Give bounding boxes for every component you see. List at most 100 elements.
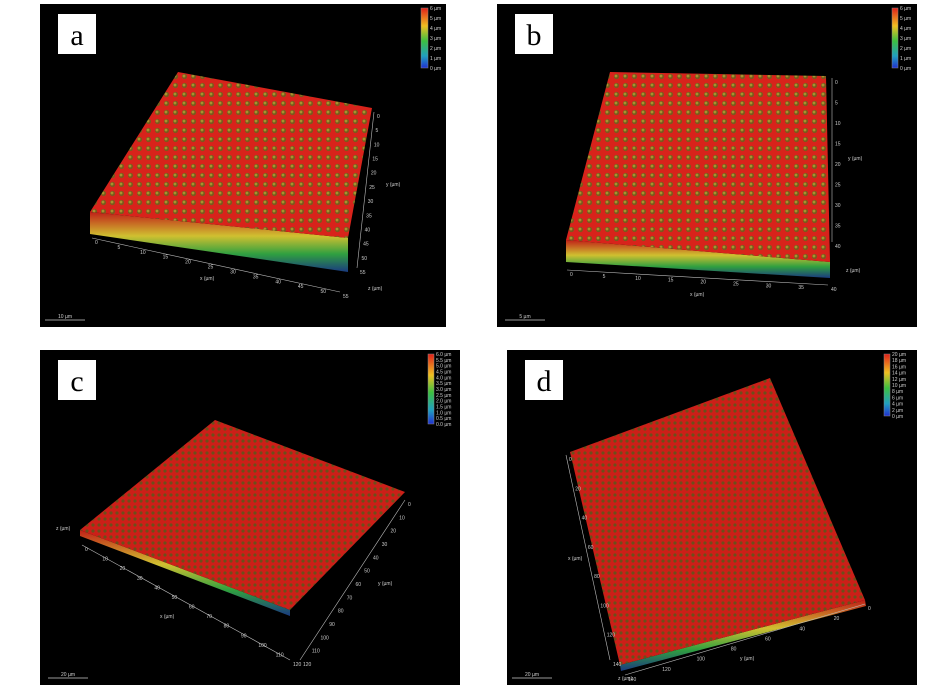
y-tick-label: 10 — [835, 121, 841, 127]
surface — [90, 72, 372, 238]
y-tick-label: 5 — [835, 101, 838, 107]
y-tick-label: 0 — [377, 114, 380, 120]
x-tick-label: 70 — [206, 614, 212, 620]
label-box — [515, 14, 553, 54]
y-tick-label: 0 — [835, 80, 838, 86]
y-tick-label: 0 — [408, 502, 411, 508]
y-tick-label: 30 — [835, 203, 841, 209]
x-tick-label: 25 — [733, 281, 739, 287]
colorbar — [420, 7, 429, 69]
x-tick-label: 0 — [569, 457, 572, 463]
colorbar-label: 0 µm — [900, 66, 911, 72]
x-tick-label: 20 — [120, 566, 126, 572]
y-tick-label: 110 — [312, 649, 320, 655]
colorbar-label: 0.0 µm — [436, 422, 451, 428]
x-tick-label: 25 — [208, 265, 214, 271]
axis-line — [565, 454, 611, 661]
y-tick-label: 30 — [368, 199, 374, 205]
x-axis-title: x (µm) — [200, 276, 215, 282]
x-tick-label: 60 — [588, 545, 594, 551]
panel-label: b — [527, 19, 542, 52]
colorbar-label: 0.5 µm — [436, 416, 451, 422]
panel-label: d — [537, 365, 552, 398]
colorbar-label: 2.0 µm — [436, 399, 451, 405]
scale-bar-label: 20 µm — [525, 672, 539, 678]
x-tick-label: 100 — [600, 603, 609, 609]
y-tick-label: 15 — [372, 157, 378, 163]
axis-line — [299, 499, 406, 661]
colorbar-label: 5 µm — [430, 16, 441, 22]
colorbar-label: 1 µm — [430, 56, 441, 62]
x-tick-label: 15 — [668, 278, 674, 284]
x-tick-label: 100 — [258, 643, 267, 649]
colorbar-label: 14 µm — [892, 371, 906, 377]
y-tick-label: 10 — [374, 142, 380, 148]
surface-side — [620, 600, 866, 671]
y-tick-label: 10 — [399, 515, 405, 521]
y-tick-label: 20 — [834, 616, 840, 622]
x-tick-label: 10 — [635, 276, 641, 282]
colorbar-label: 5.0 µm — [436, 364, 451, 370]
x-tick-label: 140 — [613, 662, 622, 668]
label-box — [525, 360, 563, 400]
x-tick-label: 60 — [189, 605, 195, 611]
y-tick-label: 100 — [697, 657, 706, 663]
colorbar-label: 1.5 µm — [436, 405, 451, 411]
x-tick-label: 40 — [275, 279, 281, 285]
colorbar-label: 6 µm — [900, 6, 911, 12]
y-tick-label: 50 — [362, 256, 368, 262]
colorbar-label: 2 µm — [900, 46, 911, 52]
surface-side — [80, 530, 290, 616]
x-tick-label: 50 — [320, 289, 326, 295]
colorbar-label: 6 µm — [892, 395, 903, 401]
y-tick-label: 50 — [364, 569, 370, 575]
colorbar-label: 3 µm — [900, 36, 911, 42]
x-axis-title: x (µm) — [690, 292, 705, 298]
y-tick-label: 40 — [365, 227, 371, 233]
scale-bar-label: 5 µm — [519, 314, 530, 320]
colorbar-label: 4.0 µm — [436, 375, 451, 381]
y-axis-title: y (µm) — [378, 581, 393, 587]
colorbar-label: 2.5 µm — [436, 393, 451, 399]
colorbar-label: 5.5 µm — [436, 358, 451, 364]
x-tick-label: 35 — [798, 285, 804, 291]
x-tick-label: 50 — [172, 595, 178, 601]
axis-line — [624, 603, 866, 676]
y-tick-label: 40 — [799, 626, 805, 632]
x-tick-label: 20 — [185, 260, 191, 266]
y-tick-label: 20 — [835, 162, 841, 168]
y-tick-label: 60 — [356, 582, 362, 588]
colorbar-label: 6.0 µm — [436, 352, 451, 358]
x-tick-label: 40 — [154, 585, 160, 591]
surface — [570, 378, 865, 665]
label-box — [58, 14, 96, 54]
x-tick-label: 40 — [831, 287, 837, 293]
colorbar — [427, 353, 435, 425]
x-tick-label: 40 — [582, 516, 588, 522]
panel: 6.0 µm5.5 µm5.0 µm4.5 µm4.0 µm3.5 µm3.0 … — [40, 350, 460, 685]
y-tick-label: 15 — [835, 142, 841, 148]
x-tick-label: 90 — [241, 633, 247, 639]
x-tick-label: 80 — [594, 574, 600, 580]
y-axis-title: y (µm) — [848, 156, 863, 162]
colorbar-label: 0 µm — [892, 414, 903, 420]
x-axis-title: x (µm) — [568, 556, 583, 562]
colorbar — [891, 7, 899, 69]
y-axis-title: y (µm) — [386, 182, 401, 188]
panel: 6 µm 5 µm 4 µm 3 µm 2 µm 1 µm 0 µm 0 5 10 15 20 25 30… — [497, 4, 917, 327]
colorbar-label: 4 µm — [892, 402, 903, 408]
z-axis-title: z (µm) — [846, 268, 861, 274]
panel-label: a — [70, 19, 83, 52]
scale-bar-label: 10 µm — [58, 314, 72, 320]
y-tick-label: 35 — [366, 213, 372, 219]
axis-line — [91, 237, 341, 293]
x-tick-label: 20 — [575, 486, 581, 492]
colorbar-label: 2 µm — [892, 408, 903, 414]
y-tick-label: 140 — [628, 677, 637, 683]
y-tick-label: 20 — [391, 529, 397, 535]
z-axis-title: z (µm) — [56, 526, 71, 532]
y-tick-label: 5 — [375, 128, 378, 134]
y-tick-label: 25 — [835, 183, 841, 189]
